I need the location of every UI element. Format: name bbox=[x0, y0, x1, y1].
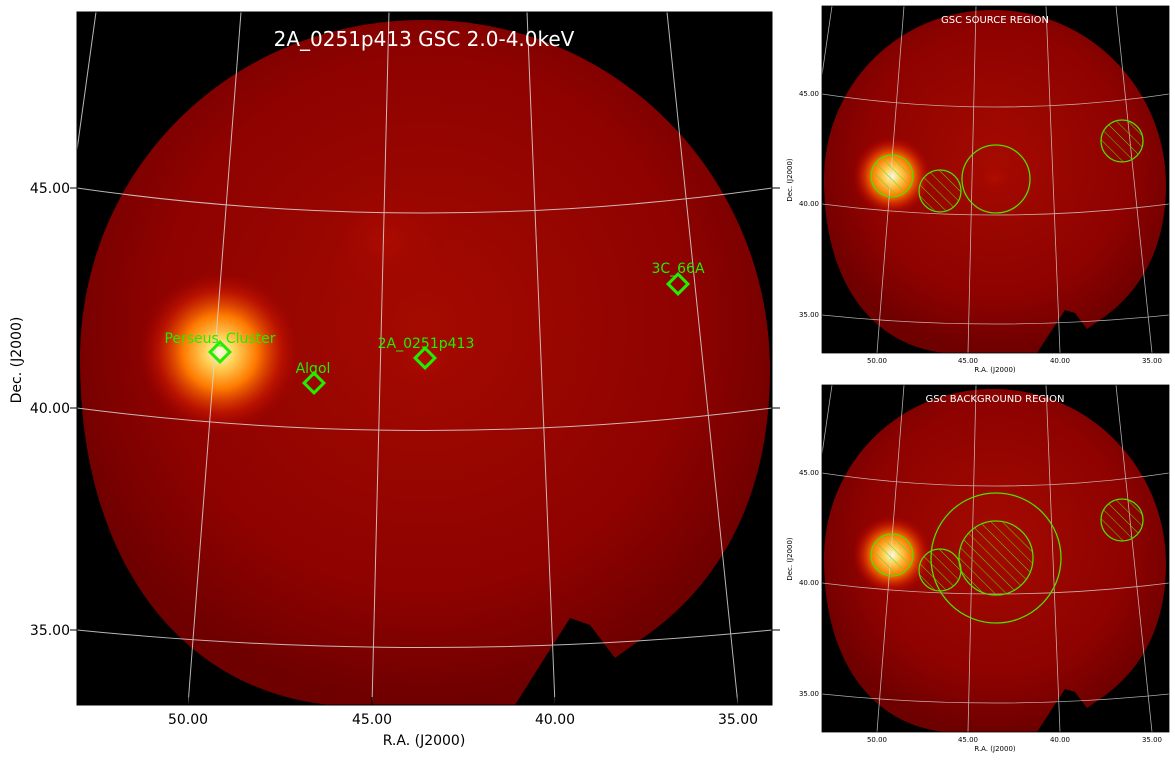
source-region-circle bbox=[961, 144, 1031, 214]
source-markers bbox=[207, 271, 691, 396]
y-tick-label: 40.00 bbox=[799, 579, 819, 587]
x-tick-label: 35.00 bbox=[1142, 357, 1162, 365]
source-label: Perseus_Cluster bbox=[164, 331, 275, 347]
coordinate-grid bbox=[77, 12, 772, 705]
background-annulus-outer bbox=[930, 492, 1062, 624]
y-axis-label: Dec. (J2000) bbox=[786, 158, 794, 202]
x-tick-label: 45.00 bbox=[958, 736, 978, 744]
y-tick-label: 35.00 bbox=[799, 690, 819, 698]
axes-frame bbox=[76, 11, 773, 706]
x-tick-label: 50.00 bbox=[867, 357, 887, 365]
target-marker bbox=[412, 345, 438, 371]
perseus-cluster-marker bbox=[207, 339, 233, 365]
ra-gridline bbox=[666, 12, 739, 705]
region-circles bbox=[870, 119, 1144, 214]
y-tick-label: 35.00 bbox=[799, 311, 819, 319]
excluded-region-algol bbox=[918, 169, 962, 213]
y-axis-label: Dec. (J2000) bbox=[786, 537, 794, 581]
excluded-region-perseus bbox=[870, 533, 914, 577]
3c66a-marker bbox=[665, 271, 691, 297]
ra-gridline bbox=[77, 12, 97, 151]
axis-ticks bbox=[70, 187, 780, 705]
source-label: 3C_66A bbox=[651, 261, 704, 277]
excluded-region-perseus bbox=[870, 154, 914, 198]
x-tick-label: 45.00 bbox=[352, 712, 392, 728]
y-tick-label: 45.00 bbox=[799, 469, 819, 477]
background-region-map: GSC BACKGROUND REGION 50.00 45.00 40.00 … bbox=[786, 384, 1170, 753]
diffuse-emission bbox=[315, 180, 455, 300]
panel-title: GSC SOURCE REGION bbox=[941, 15, 1049, 26]
image-title: 2A_0251p413 GSC 2.0-4.0keV bbox=[274, 27, 575, 51]
x-tick-label: 50.00 bbox=[168, 712, 208, 728]
perseus-cluster-emission bbox=[138, 270, 302, 434]
x-tick-label: 40.00 bbox=[1050, 357, 1070, 365]
algol-marker bbox=[301, 370, 327, 396]
x-tick-label: 45.00 bbox=[958, 357, 978, 365]
excluded-region-algol bbox=[918, 548, 962, 592]
y-tick-label: 40.00 bbox=[799, 200, 819, 208]
excluded-region-3c66a bbox=[1100, 498, 1144, 542]
y-axis-label: Dec. (J2000) bbox=[9, 317, 25, 404]
dec-gridline bbox=[77, 407, 772, 431]
x-axis-label: R.A. (J2000) bbox=[383, 733, 466, 749]
region-circles bbox=[870, 492, 1144, 624]
source-region-panel: GSC SOURCE REGION 50.00 45.00 40.00 35.0… bbox=[780, 0, 1175, 379]
excluded-region-source bbox=[958, 520, 1034, 596]
ra-gridline bbox=[526, 12, 556, 705]
main-sky-map: Perseus_Cluster Algol 2A_0251p413 3C_66A… bbox=[9, 11, 780, 749]
y-tick-label: 45.00 bbox=[30, 181, 70, 197]
dec-gridline bbox=[77, 629, 772, 648]
ra-gridline bbox=[371, 12, 390, 705]
target-emission bbox=[973, 160, 1017, 196]
x-axis-label: R.A. (J2000) bbox=[974, 745, 1016, 753]
dec-gridline bbox=[77, 187, 772, 214]
x-tick-label: 35.00 bbox=[1142, 736, 1162, 744]
panel-title: GSC BACKGROUND REGION bbox=[926, 394, 1065, 405]
axes-frame bbox=[821, 5, 1170, 354]
target-emission bbox=[385, 326, 465, 390]
x-tick-label: 50.00 bbox=[867, 736, 887, 744]
y-tick-label: 35.00 bbox=[30, 623, 70, 639]
source-label: 2A_0251p413 bbox=[378, 336, 475, 352]
x-tick-label: 35.00 bbox=[718, 712, 758, 728]
y-tick-label: 45.00 bbox=[799, 90, 819, 98]
x-tick-label: 40.00 bbox=[1050, 736, 1070, 744]
x-axis-label: R.A. (J2000) bbox=[974, 366, 1016, 374]
excluded-region-3c66a bbox=[1100, 119, 1144, 163]
x-tick-label: 40.00 bbox=[535, 712, 575, 728]
source-label: Algol bbox=[296, 361, 331, 377]
main-image-panel: Perseus_Cluster Algol 2A_0251p413 3C_66A… bbox=[9, 11, 780, 749]
background-region-panel: GSC BACKGROUND REGION 50.00 45.00 40.00 … bbox=[780, 379, 1175, 758]
axes-frame bbox=[821, 384, 1170, 733]
y-tick-label: 40.00 bbox=[30, 401, 70, 417]
source-region-map: GSC SOURCE REGION 50.00 45.00 40.00 35.0… bbox=[786, 5, 1170, 374]
